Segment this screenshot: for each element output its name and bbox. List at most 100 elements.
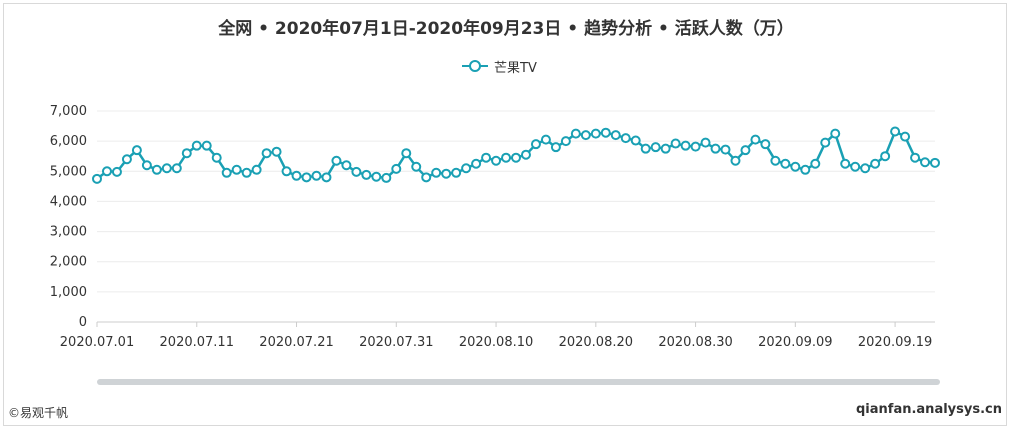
data-point[interactable] <box>860 163 871 174</box>
y-tick-label: 6,000 <box>50 134 87 149</box>
data-point[interactable] <box>700 137 711 148</box>
data-point[interactable] <box>880 151 891 162</box>
data-point[interactable] <box>401 148 412 159</box>
data-point[interactable] <box>171 163 182 174</box>
data-point[interactable] <box>421 172 432 183</box>
data-point[interactable] <box>241 167 252 178</box>
data-point[interactable] <box>331 155 342 166</box>
data-point[interactable] <box>131 145 142 156</box>
data-point[interactable] <box>151 164 162 175</box>
y-tick-label: 3,000 <box>50 225 87 240</box>
data-point[interactable] <box>381 172 392 183</box>
x-tick-label: 2020.07.31 <box>359 335 433 350</box>
data-point[interactable] <box>201 140 212 151</box>
data-point[interactable] <box>570 128 581 139</box>
data-point[interactable] <box>660 143 671 154</box>
data-point[interactable] <box>391 163 402 174</box>
data-point[interactable] <box>221 167 232 178</box>
data-point[interactable] <box>890 126 901 137</box>
data-point[interactable] <box>371 171 382 182</box>
data-point[interactable] <box>870 158 881 169</box>
data-point[interactable] <box>111 166 122 177</box>
data-point[interactable] <box>361 169 372 180</box>
data-point[interactable] <box>92 173 102 184</box>
data-point[interactable] <box>501 152 512 163</box>
data-point[interactable] <box>351 166 362 177</box>
y-tick-label: 0 <box>79 315 87 330</box>
data-point[interactable] <box>790 161 801 172</box>
data-point[interactable] <box>530 139 541 150</box>
legend-label: 芒果TV <box>494 60 537 76</box>
data-point[interactable] <box>750 134 761 145</box>
data-point[interactable] <box>441 168 452 179</box>
data-point[interactable] <box>251 164 262 175</box>
y-tick-label: 1,000 <box>50 285 87 300</box>
x-tick-label: 2020.08.30 <box>658 335 732 350</box>
data-point[interactable] <box>211 152 222 163</box>
data-point[interactable] <box>900 131 911 142</box>
data-point[interactable] <box>820 137 831 148</box>
data-point[interactable] <box>231 164 242 175</box>
data-point[interactable] <box>640 143 651 154</box>
data-point[interactable] <box>101 166 112 177</box>
data-point[interactable] <box>780 158 791 169</box>
data-point[interactable] <box>161 163 172 174</box>
data-point[interactable] <box>650 142 661 153</box>
data-point[interactable] <box>560 136 571 147</box>
data-point[interactable] <box>461 163 472 174</box>
data-point[interactable] <box>590 128 601 139</box>
data-point[interactable] <box>850 161 861 172</box>
data-point[interactable] <box>321 172 332 183</box>
data-point[interactable] <box>341 160 352 171</box>
data-point[interactable] <box>720 144 731 155</box>
data-point[interactable] <box>580 130 591 141</box>
data-point[interactable] <box>121 154 132 165</box>
data-point[interactable] <box>550 142 561 153</box>
data-point[interactable] <box>281 166 292 177</box>
data-point[interactable] <box>800 164 811 175</box>
data-point[interactable] <box>770 155 781 166</box>
data-point[interactable] <box>910 152 921 163</box>
data-point[interactable] <box>840 158 851 169</box>
data-point[interactable] <box>261 148 272 159</box>
data-point[interactable] <box>670 138 681 149</box>
data-point[interactable] <box>271 146 282 157</box>
x-tick-label: 2020.09.09 <box>758 335 832 350</box>
data-point[interactable] <box>471 158 482 169</box>
zoom-scrollbar[interactable] <box>97 379 940 385</box>
data-point[interactable] <box>540 134 551 145</box>
data-point[interactable] <box>291 170 302 181</box>
data-point[interactable] <box>301 172 312 183</box>
data-point[interactable] <box>431 167 442 178</box>
data-point[interactable] <box>311 170 322 181</box>
data-point[interactable] <box>830 128 841 139</box>
legend[interactable]: 芒果TV <box>462 57 537 76</box>
data-point[interactable] <box>680 140 691 151</box>
data-point[interactable] <box>620 133 631 144</box>
data-point[interactable] <box>730 155 741 166</box>
x-tick-label: 2020.07.11 <box>160 335 234 350</box>
data-point[interactable] <box>810 158 821 169</box>
data-point[interactable] <box>451 167 462 178</box>
data-point[interactable] <box>481 152 492 163</box>
data-point[interactable] <box>920 157 931 168</box>
data-point[interactable] <box>411 161 422 172</box>
data-point[interactable] <box>141 160 152 171</box>
data-point[interactable] <box>710 143 721 154</box>
data-point[interactable] <box>690 141 701 152</box>
data-point[interactable] <box>930 157 940 168</box>
data-point[interactable] <box>191 140 202 151</box>
data-point[interactable] <box>520 149 531 160</box>
data-point[interactable] <box>630 135 641 146</box>
data-point[interactable] <box>760 139 771 150</box>
x-tick-label: 2020.08.20 <box>559 335 633 350</box>
data-point[interactable] <box>491 155 502 166</box>
data-point[interactable] <box>610 130 621 141</box>
data-point[interactable] <box>740 145 751 156</box>
chart-title: 全网 • 2020年07月1日-2020年09月23日 • 趋势分析 • 活跃人… <box>218 19 794 39</box>
data-point[interactable] <box>600 127 611 138</box>
data-point[interactable] <box>181 148 192 159</box>
x-tick-label: 2020.08.10 <box>459 335 533 350</box>
data-point[interactable] <box>511 152 521 163</box>
